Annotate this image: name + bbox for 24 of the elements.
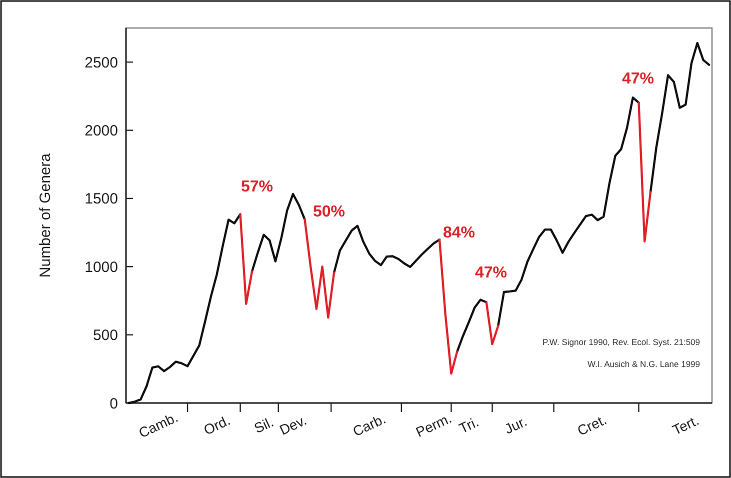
annotation: 84% bbox=[442, 224, 476, 242]
annotation: 47% bbox=[622, 70, 654, 88]
annotation: 47% bbox=[474, 264, 508, 282]
x-tick-label: Jur. bbox=[502, 412, 530, 437]
x-tick-label: Perm. bbox=[413, 410, 454, 440]
annotation: 57% bbox=[240, 178, 274, 196]
y-tick-label: 500 bbox=[92, 327, 118, 344]
x-tick-label: Tert. bbox=[670, 412, 702, 438]
x-tick-label: Ord. bbox=[201, 412, 233, 438]
x-tick-label: Cret. bbox=[574, 411, 609, 439]
y-tick-label: 1000 bbox=[84, 258, 118, 276]
annotation: 50% bbox=[312, 204, 346, 221]
x-tick-label: Carb. bbox=[350, 410, 388, 440]
y-tick-label: 0 bbox=[110, 395, 118, 412]
annotation: W.I. Ausich & N.G. Lane 1999 bbox=[588, 359, 700, 369]
x-tick-label: Dev. bbox=[277, 412, 309, 438]
x-tick-label: Camb. bbox=[136, 408, 180, 441]
y-tick-label: 1500 bbox=[84, 190, 118, 208]
y-tick-label: 2500 bbox=[84, 54, 118, 72]
x-tick-label: Sil. bbox=[251, 414, 276, 436]
annotation: P.W. Signor 1990, Rev. Ecol. Syst. 21:509 bbox=[542, 337, 700, 347]
y-tick-label: 2000 bbox=[84, 122, 118, 140]
x-tick-label: Tri. bbox=[456, 413, 482, 436]
y-axis-title: Number of Genera bbox=[37, 152, 54, 278]
